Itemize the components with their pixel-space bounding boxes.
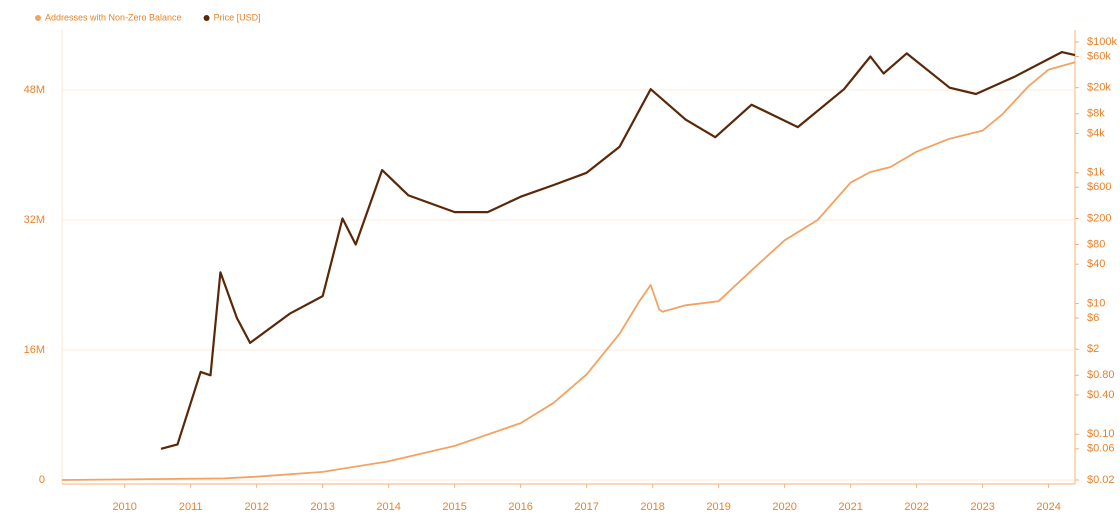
- x-tick-label: 2016: [508, 501, 532, 513]
- legend-marker: [203, 15, 210, 21]
- legend-label: Addresses with Non-Zero Balance: [45, 12, 182, 22]
- x-tick-label: 2020: [772, 501, 796, 513]
- y2-tick-label: $0.06: [1087, 443, 1115, 455]
- x-tick-label: 2022: [904, 501, 928, 513]
- y2-tick-label: $60k: [1087, 50, 1111, 62]
- y2-tick-label: $0.02: [1087, 474, 1115, 486]
- x-tick-label: 2011: [179, 501, 203, 513]
- y-tick-label: 48M: [24, 84, 45, 96]
- y2-tick-label: $2: [1087, 343, 1099, 355]
- y-tick-label: 16M: [24, 344, 45, 356]
- y2-tick-label: $100k: [1087, 36, 1117, 48]
- y2-tick-label: $0.10: [1087, 428, 1115, 440]
- x-tick-label: 2024: [1036, 501, 1060, 513]
- legend-marker: [35, 15, 41, 21]
- x-tick-label: 2017: [574, 501, 598, 513]
- y2-tick-label: $8k: [1087, 108, 1105, 120]
- y2-tick-label: $1k: [1087, 167, 1105, 179]
- y2-tick-label: $0.40: [1087, 389, 1115, 401]
- x-tick-label: 2010: [112, 501, 136, 513]
- y2-tick-label: $20k: [1087, 82, 1111, 94]
- y-tick-label: 32M: [24, 214, 45, 226]
- x-tick-label: 2014: [376, 501, 400, 513]
- y2-tick-label: $600: [1087, 181, 1111, 193]
- x-tick-label: 2012: [244, 501, 268, 513]
- y2-tick-label: $80: [1087, 238, 1105, 250]
- y2-tick-label: $10: [1087, 297, 1105, 309]
- series-line: [160, 51, 1076, 450]
- x-tick-label: 2021: [838, 501, 862, 513]
- x-tick-label: 2018: [640, 501, 664, 513]
- y2-tick-label: $40: [1087, 258, 1105, 270]
- y2-tick-label: $4k: [1087, 127, 1105, 139]
- y-tick-label: 0: [39, 474, 45, 486]
- x-tick-label: 2013: [310, 501, 334, 513]
- series-line: [61, 61, 1076, 481]
- legend-label: Price [USD]: [214, 12, 261, 22]
- x-tick-label: 2023: [970, 501, 994, 513]
- x-tick-label: 2015: [442, 501, 466, 513]
- y2-tick-label: $0.80: [1087, 369, 1115, 381]
- x-tick-label: 2019: [706, 501, 730, 513]
- legend: Addresses with Non-Zero Balance Price [US…: [35, 12, 261, 22]
- y2-tick-label: $6: [1087, 312, 1099, 324]
- y2-tick-label: $200: [1087, 212, 1111, 224]
